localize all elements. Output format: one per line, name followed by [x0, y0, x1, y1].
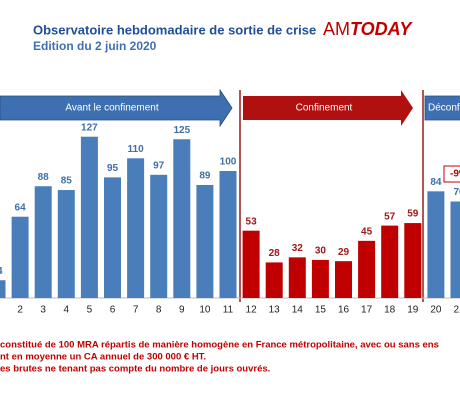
bar	[0, 280, 6, 298]
x-tick-label: 12	[246, 305, 258, 316]
value-label: 59	[407, 209, 419, 220]
value-label: 84	[430, 177, 442, 188]
annotation-box	[443, 165, 460, 183]
value-label: 88	[38, 172, 50, 183]
bar	[127, 158, 145, 298]
annotation: -9%	[450, 169, 460, 180]
value-label: 127	[81, 122, 98, 133]
value-label: 32	[292, 243, 304, 254]
bar	[11, 216, 29, 298]
logo-am: AM	[323, 19, 350, 39]
footnote-line: constitué de 100 MRA répartis de manière…	[0, 340, 439, 351]
value-label: 85	[61, 176, 73, 187]
value-label: 110	[128, 144, 145, 155]
x-tick-label: 6	[110, 305, 116, 316]
bar	[173, 139, 191, 298]
bar	[104, 177, 121, 298]
x-tick-label: 19	[407, 305, 419, 316]
value-label: 76	[453, 187, 460, 198]
x-tick-label: 17	[361, 305, 373, 316]
x-tick-label: 15	[315, 305, 327, 316]
value-label: 97	[153, 160, 165, 171]
x-tick-label: 8	[156, 305, 162, 316]
bar	[404, 223, 422, 298]
value-label: 89	[199, 171, 211, 182]
x-tick-label: 21	[453, 305, 460, 316]
bar	[150, 174, 168, 298]
bar	[427, 191, 445, 298]
bar	[242, 230, 260, 298]
bar	[381, 225, 399, 298]
value-label: 45	[361, 226, 373, 237]
bar	[80, 136, 98, 298]
phase-label: Déconfinement	[428, 103, 460, 114]
bar	[265, 262, 283, 298]
logo: AMTODAY	[323, 19, 413, 39]
chart-title: Observatoire hebdomadaire de sortie de c…	[33, 22, 316, 37]
x-tick-label: 11	[223, 305, 234, 316]
x-tick-label: 9	[179, 305, 185, 316]
x-tick-label: 2	[17, 305, 23, 316]
x-tick-label: 7	[133, 305, 139, 316]
footnote-line: nt en moyenne un CA annuel de 300 000 € …	[0, 352, 206, 363]
value-label: 64	[15, 202, 27, 213]
x-tick-label: 16	[338, 305, 350, 316]
bar	[219, 171, 237, 298]
value-label: 57	[384, 211, 396, 222]
bar	[450, 201, 460, 298]
bar	[335, 261, 352, 298]
x-tick-label: 5	[87, 305, 93, 316]
bar	[57, 190, 75, 298]
value-label: 30	[315, 246, 327, 257]
x-tick-label: 4	[64, 305, 70, 316]
value-label: 95	[107, 163, 119, 174]
phase-arrow	[0, 88, 233, 128]
value-label: 125	[173, 125, 190, 136]
bar	[196, 184, 214, 298]
x-tick-label: 3	[40, 305, 46, 316]
value-label: 29	[338, 247, 350, 258]
bar	[311, 259, 329, 298]
x-tick-label: 18	[384, 305, 396, 316]
x-tick-label: 10	[199, 305, 211, 316]
footnote-line: es brutes ne tenant pas compte du nombre…	[0, 364, 270, 375]
value-label: 14	[0, 266, 3, 277]
chart-subtitle: Edition du 2 juin 2020	[33, 39, 157, 53]
x-tick-label: 14	[292, 305, 304, 316]
x-tick-label: 13	[269, 305, 281, 316]
value-label: 53	[246, 216, 258, 227]
phase-arrow	[243, 90, 413, 126]
x-tick-label: 20	[430, 305, 442, 316]
value-label: 28	[269, 248, 281, 259]
value-label: 100	[220, 157, 237, 168]
phase-label: Avant le confinement	[65, 103, 158, 114]
phase-arrow	[424, 95, 460, 121]
phase-label: Confinement	[296, 103, 353, 114]
bar	[358, 240, 376, 298]
bar	[288, 257, 306, 298]
logo-today: TODAY	[350, 19, 413, 39]
bar	[34, 186, 52, 298]
